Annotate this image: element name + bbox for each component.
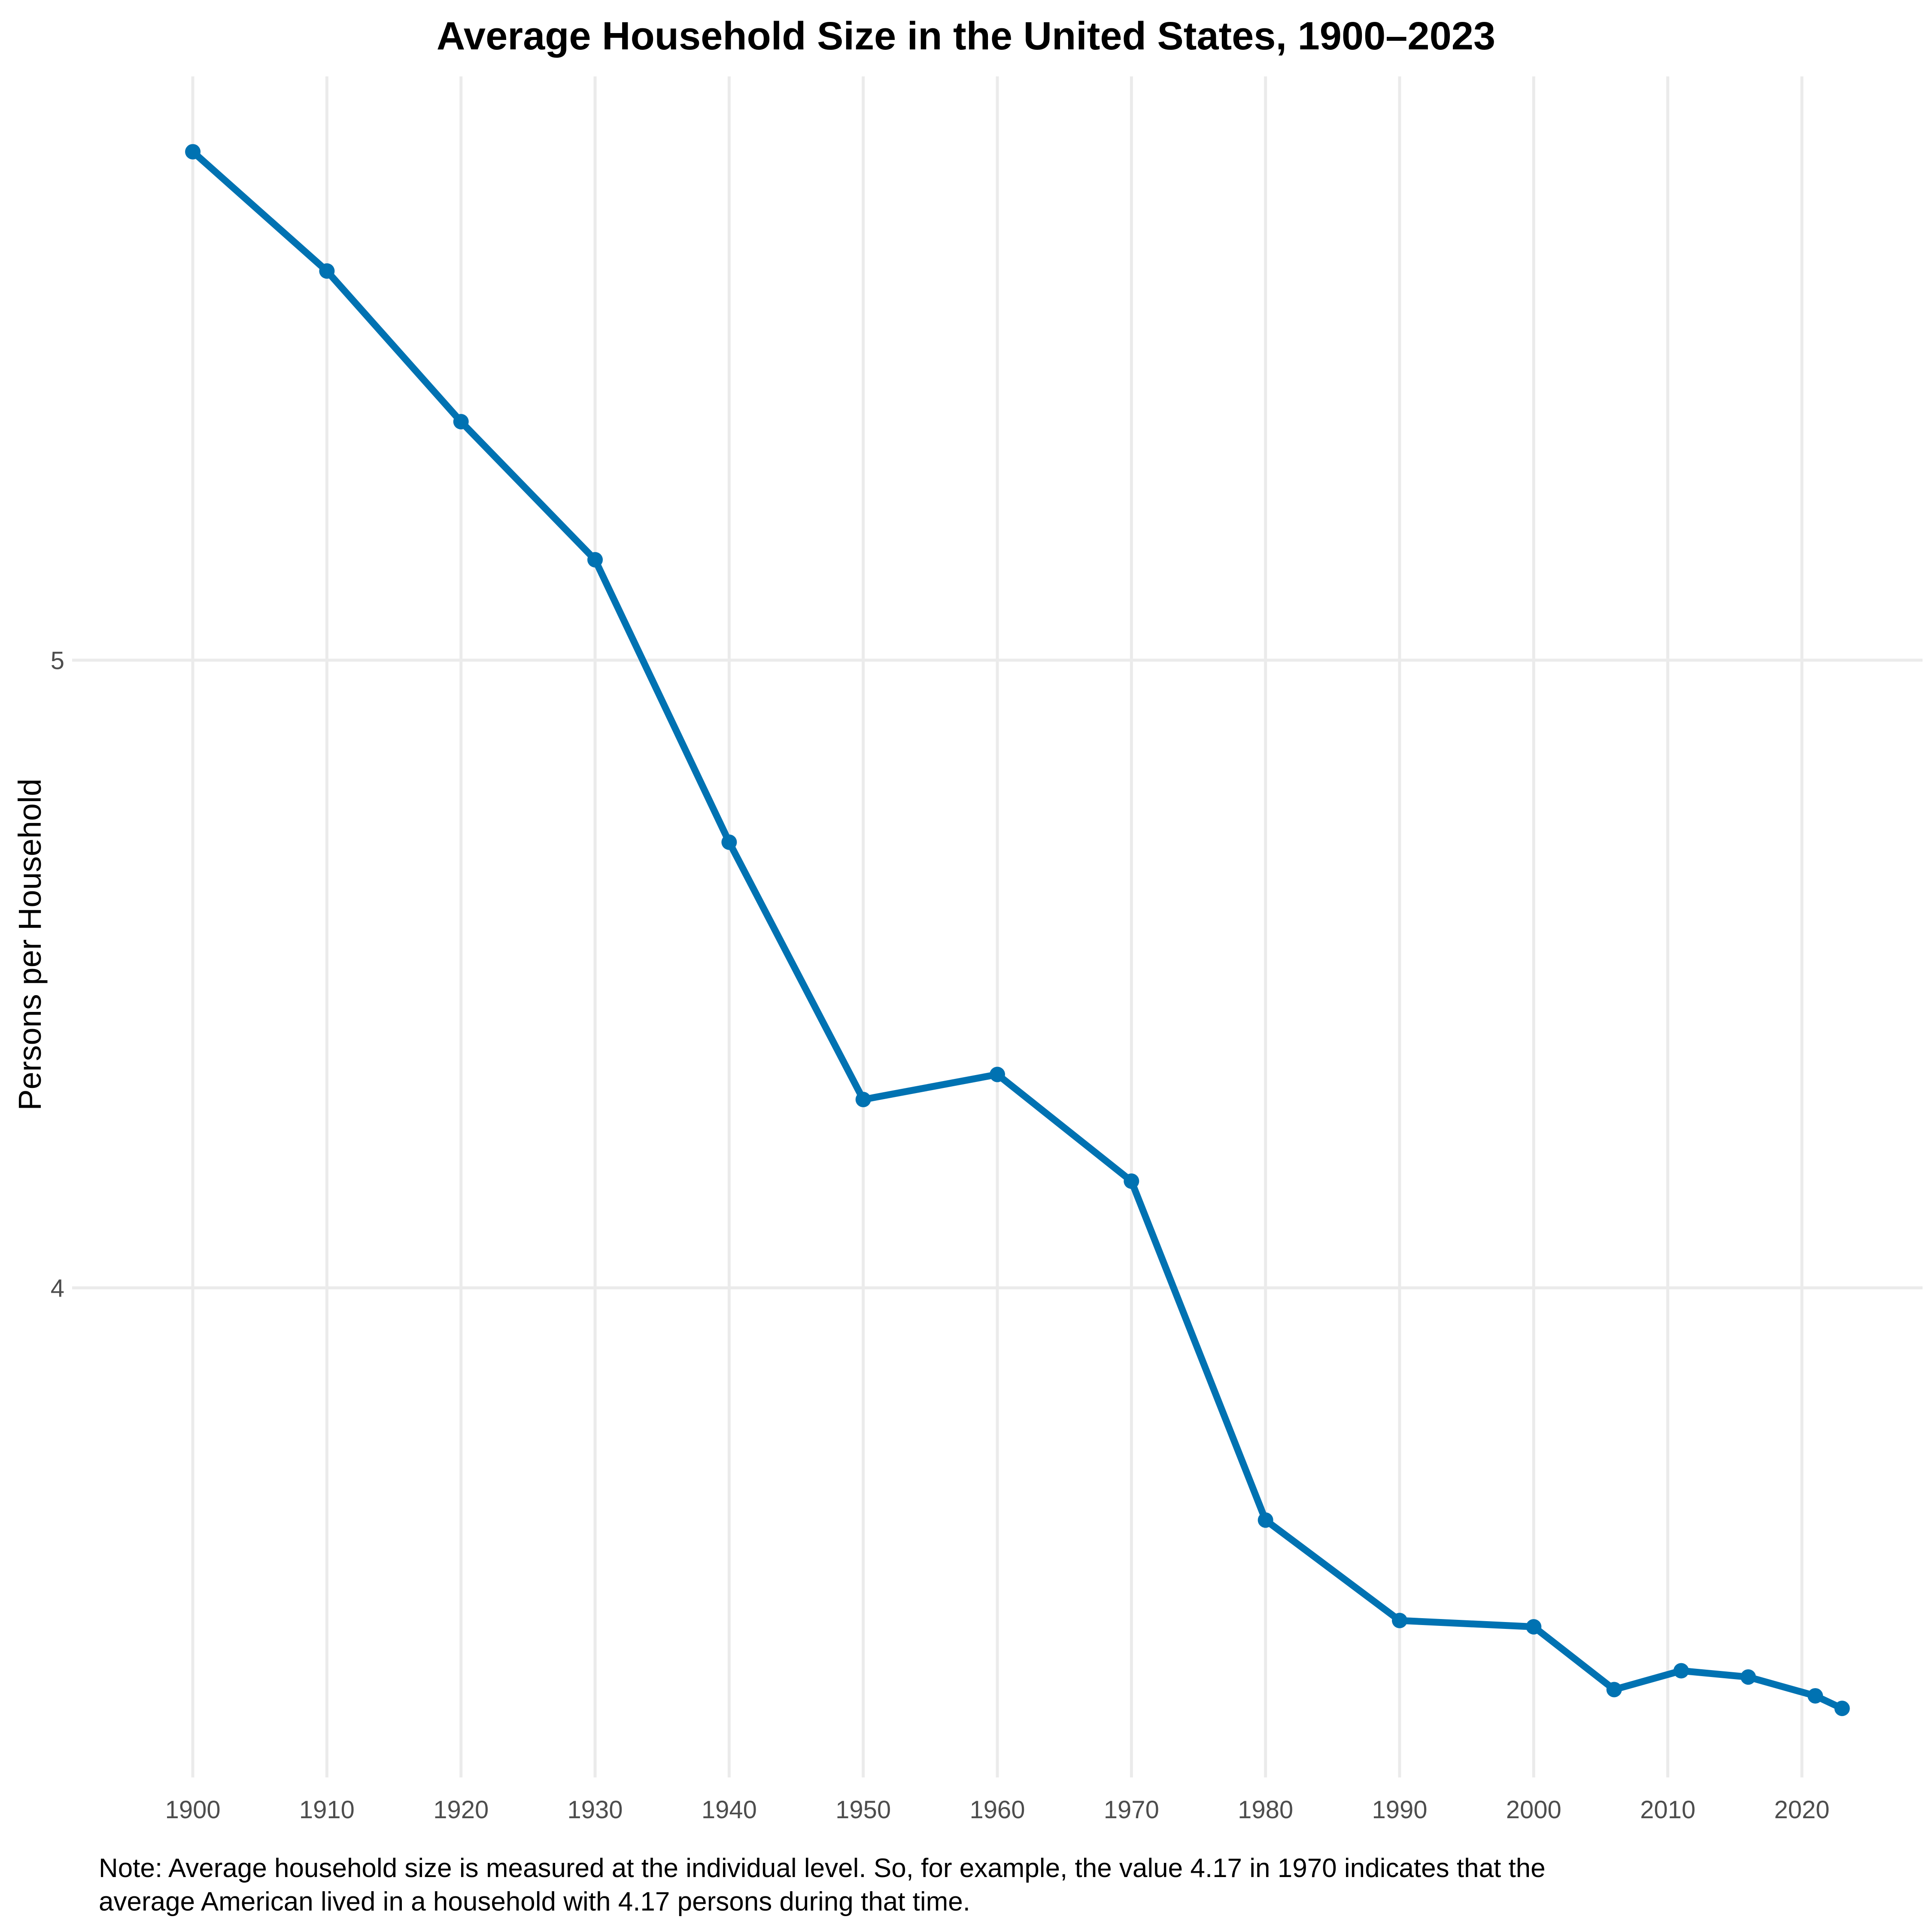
y-axis-label: Persons per Household [12, 778, 48, 1110]
data-point [1526, 1619, 1542, 1635]
y-axis-ticks: 45 [51, 647, 64, 1303]
x-tick-label: 1920 [433, 1796, 489, 1824]
data-point [1258, 1512, 1273, 1528]
x-tick-label: 1900 [165, 1796, 221, 1824]
data-point [1740, 1669, 1756, 1685]
x-tick-label: 1960 [969, 1796, 1025, 1824]
data-point [1606, 1682, 1622, 1698]
data-point [319, 263, 335, 279]
data-point [453, 414, 469, 430]
data-point [1807, 1688, 1823, 1704]
x-tick-label: 2000 [1506, 1796, 1561, 1824]
x-tick-label: 1910 [299, 1796, 355, 1824]
note-line-2: average American lived in a household wi… [99, 1887, 970, 1917]
series-line [189, 148, 1846, 1712]
x-tick-label: 1940 [702, 1796, 757, 1824]
note-line-1: Note: Average household size is measured… [99, 1853, 1546, 1883]
x-tick-label: 2010 [1640, 1796, 1695, 1824]
x-axis-ticks: 1900 1910 1920 1930 1940 1950 1960 1970 1980 1990… [165, 1796, 1830, 1824]
data-point [1391, 1613, 1407, 1628]
grid [72, 76, 1923, 1777]
data-point [1124, 1173, 1139, 1189]
x-tick-label: 1950 [835, 1796, 891, 1824]
data-point [1673, 1663, 1689, 1679]
y-tick-label: 5 [51, 647, 64, 675]
data-point [587, 552, 603, 568]
x-tick-label: 1970 [1104, 1796, 1159, 1824]
data-point [721, 834, 737, 850]
data-point [185, 144, 201, 160]
data-point [990, 1066, 1005, 1082]
x-tick-label: 2020 [1774, 1796, 1829, 1824]
chart-title: Average Household Size in the United Sta… [437, 14, 1495, 58]
series-layer [185, 144, 1850, 1716]
data-point [1834, 1701, 1850, 1716]
data-point [855, 1092, 871, 1108]
x-tick-label: 1980 [1238, 1796, 1293, 1824]
x-tick-label: 1930 [568, 1796, 623, 1824]
x-tick-label: 1990 [1372, 1796, 1427, 1824]
y-tick-label: 4 [51, 1275, 64, 1303]
